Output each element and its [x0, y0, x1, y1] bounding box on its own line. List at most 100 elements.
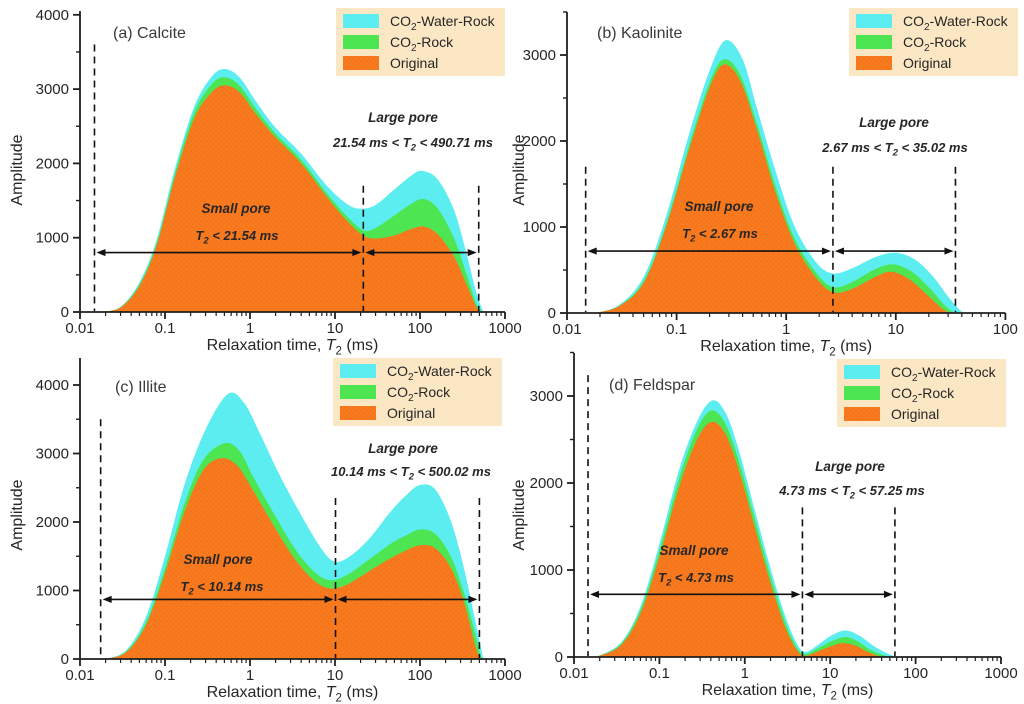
panel-d-xtick: 10	[822, 665, 839, 682]
panel-d-xlabel: Relaxation time, T2 (ms)	[702, 682, 874, 702]
panel-b-large-pore-range: 2.67 ms < T2 < 35.02 ms	[821, 140, 967, 158]
panel-d-small-pore-label: Small pore	[659, 543, 729, 558]
panel-a-large-pore-label: Large pore	[368, 110, 438, 125]
panel-d-xtick: 0.01	[559, 665, 588, 682]
panel-d-ylabel: Amplitude	[511, 479, 528, 550]
panel-a-range-arrow-large	[365, 248, 477, 257]
legend-label-original: Original	[387, 405, 435, 421]
panel-c-small-pore-range: T2 < 10.14 ms	[181, 579, 264, 597]
legend-label-original: Original	[390, 55, 438, 71]
panel-a-ylabel: Amplitude	[9, 134, 26, 205]
panel-d-title: (d) Feldspar	[609, 377, 696, 394]
legend-swatch-co2-rock	[343, 35, 379, 49]
legend-swatch-co2-water-rock	[340, 364, 376, 378]
legend-label-co2-rock: CO2-Rock	[387, 384, 451, 404]
panel-d-small-pore-range: T2 < 4.73 ms	[658, 570, 734, 588]
panel-c: 0 1000 2000 3000 4000 0.01 0.1 1 10 100 1000 Relaxa…	[9, 358, 522, 704]
panel-c-range-arrow-small	[102, 595, 334, 604]
panel-d-ytick: 3000	[530, 388, 563, 405]
legend-label-co2-rock: CO2-Rock	[891, 385, 955, 405]
legend-swatch-co2-rock	[844, 386, 880, 400]
legend-label-co2-water-rock: CO2-Water-Rock	[891, 364, 997, 384]
panel-a-title: (a) Calcite	[113, 25, 186, 42]
panel-d-xtick: 0.1	[649, 665, 670, 682]
legend-swatch-co2-water-rock	[343, 14, 379, 28]
legend-swatch-co2-water-rock	[844, 365, 880, 379]
legend-label-original: Original	[891, 406, 939, 422]
panel-d-large-pore-label: Large pore	[815, 459, 885, 474]
panel-c-ytick: 1000	[36, 583, 69, 600]
panel-c-range-arrow-large	[337, 595, 478, 604]
panel-a-xtick: 1	[246, 320, 254, 337]
panel-c-xtick: 10	[327, 667, 344, 684]
panel-b-ylabel: Amplitude	[511, 134, 528, 205]
panel-d-xtick: 100	[903, 665, 928, 682]
panel-b-xtick: 0.1	[666, 321, 687, 338]
panel-a-xtick: 10	[327, 320, 344, 337]
panel-d-ytick: 2000	[530, 475, 563, 492]
panel-b-xtick: 0.01	[552, 321, 581, 338]
panel-d-xtick: 1	[741, 665, 749, 682]
panel-b-axes	[560, 11, 1007, 320]
panel-d-axes	[567, 351, 1002, 664]
panel-b-small-pore-label: Small pore	[684, 199, 754, 214]
legend-label-co2-water-rock: CO2-Water-Rock	[387, 363, 493, 383]
panel-a-ytick: 4000	[36, 7, 69, 24]
panel-c-ytick: 3000	[36, 446, 69, 463]
panel-a-small-pore-range: T2 < 21.54 ms	[196, 228, 279, 246]
panel-d-ytick: 0	[555, 649, 563, 666]
legend-swatch-co2-rock	[340, 385, 376, 399]
panel-a-ytick: 3000	[36, 81, 69, 98]
panel-c-xtick: 1	[246, 667, 254, 684]
panel-c-xlabel: Relaxation time, T2 (ms)	[207, 684, 379, 704]
panel-a-ytick: 2000	[36, 155, 69, 172]
panel-d-large-pore-range: 4.73 ms < T2 < 57.25 ms	[778, 483, 924, 501]
panel-c-large-pore-range: 10.14 ms < T2 < 500.02 ms	[331, 464, 491, 482]
panel-c-title: (c) Illite	[115, 379, 167, 396]
panel-b-ytick: 0	[548, 305, 556, 322]
panel-a-xtick: 0.1	[155, 320, 176, 337]
panel-b-small-pore-range: T2 < 2.67 ms	[682, 226, 758, 244]
panel-b-ytick: 2000	[523, 133, 556, 150]
panel-b-ytick: 1000	[523, 219, 556, 236]
panel-d: 0 1000 2000 3000 0.01 0.1 1 10 100 1000 Relaxation…	[511, 351, 1018, 702]
panel-c-axes	[73, 358, 506, 666]
panel-a-small-pore-label: Small pore	[201, 201, 271, 216]
panel-a-range-arrow-small	[96, 248, 362, 257]
panel-d-xtick: 1000	[984, 665, 1017, 682]
panel-d-range-arrow-small	[590, 590, 801, 598]
panel-c-ylabel: Amplitude	[9, 479, 26, 550]
legend-swatch-co2-rock	[856, 35, 892, 49]
legend-label-co2-water-rock: CO2-Water-Rock	[390, 13, 496, 33]
panel-d-ytick: 1000	[530, 562, 563, 579]
panel-a: 0 1000 2000 3000 4000 0.01 0.1 1 10 100 1000 Relaxa…	[9, 7, 522, 358]
legend-swatch-co2-water-rock	[856, 14, 892, 28]
panel-b-xtick: 1	[782, 321, 790, 338]
legend-label-co2-rock: CO2-Rock	[903, 34, 967, 54]
panel-b-xlabel: Relaxation time, T2 (ms)	[700, 338, 872, 358]
panel-c-ytick: 4000	[36, 377, 69, 394]
panel-c-ytick: 2000	[36, 514, 69, 531]
legend-label-co2-water-rock: CO2-Water-Rock	[903, 13, 1009, 33]
panel-c-small-pore-label: Small pore	[183, 552, 253, 567]
panel-b-range-arrow-large	[834, 247, 954, 255]
panel-b-ytick: 3000	[523, 47, 556, 64]
panel-c-xtick: 0.01	[65, 667, 94, 684]
panel-a-large-pore-range: 21.54 ms < T2 < 490.71 ms	[332, 135, 493, 153]
legend-label-original: Original	[903, 55, 951, 71]
panel-c-xtick: 0.1	[155, 667, 176, 684]
panel-c-xtick: 1000	[488, 667, 521, 684]
panel-c-xtick: 100	[407, 667, 432, 684]
panel-a-ytick: 0	[61, 304, 69, 321]
panel-a-xtick: 100	[407, 320, 432, 337]
panel-a-xlabel: Relaxation time, T2 (ms)	[207, 337, 379, 357]
panel-b: 0 1000 2000 3000 0.01 0.1 1 10 100 Relaxation tim…	[511, 8, 1018, 358]
panel-b-title: (b) Kaolinite	[597, 25, 682, 42]
panel-c-large-pore-label: Large pore	[368, 441, 438, 456]
